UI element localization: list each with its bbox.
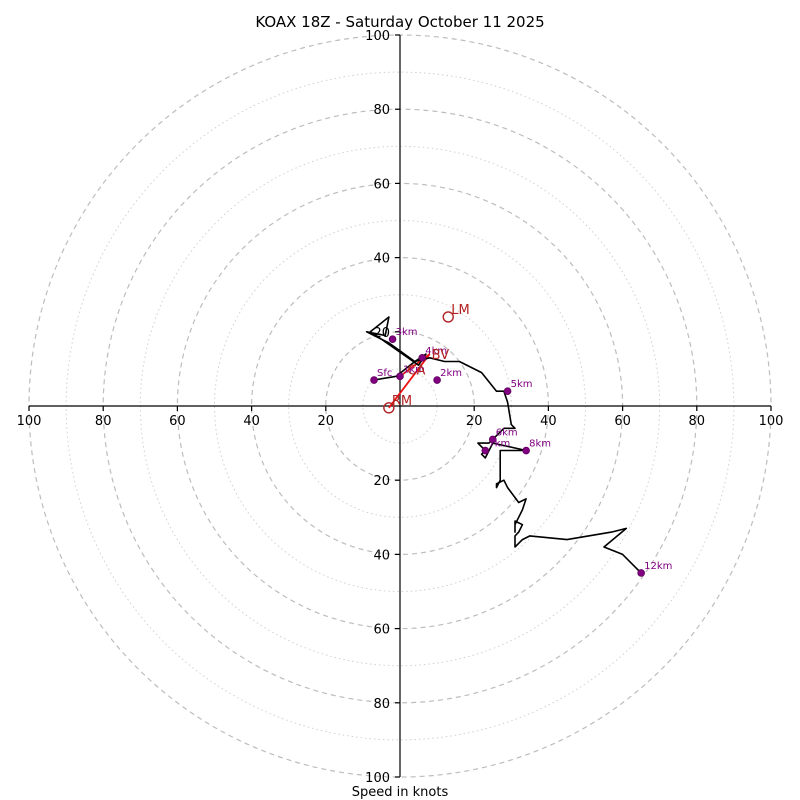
tick-label-left-80: 80 — [95, 414, 112, 429]
height-marker-5km — [503, 387, 512, 395]
height-marker-4km — [418, 353, 427, 362]
storm-motion-label-rm: RM — [392, 394, 412, 409]
tick-label-bottom-80: 80 — [373, 697, 390, 712]
storm-motion-markers: LM RM BV CA — [383, 303, 470, 414]
tick-label-left-40: 40 — [243, 414, 260, 429]
bunkers-vector-label: BV — [432, 348, 450, 363]
hodograph-trace — [365, 316, 642, 574]
tick-label-right-20: 20 — [466, 414, 483, 429]
height-marker-3km — [388, 335, 397, 344]
tick-label-right-60: 60 — [614, 414, 631, 429]
height-label-3km: 3km — [396, 327, 418, 338]
shear-vector-0 — [388, 353, 431, 409]
height-label-2km: 2km — [440, 368, 462, 379]
storm-motion-rm — [383, 402, 395, 414]
hodograph-trace-group — [365, 316, 642, 574]
height-label-6km: 6km — [496, 427, 518, 438]
tick-label-right-80: 80 — [689, 414, 706, 429]
tick-label-top-80: 80 — [373, 103, 390, 118]
height-label-4km: 4km — [425, 346, 447, 357]
height-label-sfc: Sfc — [377, 368, 392, 379]
tick-label-right-40: 40 — [540, 414, 557, 429]
tick-label-left-20: 20 — [318, 414, 335, 429]
tick-label-left-60: 60 — [169, 414, 186, 429]
x-axis-label: Speed in knots — [352, 785, 449, 800]
storm-motion-label-lm: LM — [451, 303, 469, 318]
tick-label-top-40: 40 — [373, 252, 390, 267]
tick-label-bottom-40: 40 — [373, 548, 390, 563]
height-label-8km: 8km — [529, 439, 551, 450]
height-marker-7km — [481, 446, 490, 455]
tick-label-bottom-100: 100 — [365, 771, 390, 786]
height-marker-2km — [433, 376, 441, 384]
height-marker-sfc — [370, 376, 378, 384]
height-marker-6km — [488, 435, 497, 444]
tick-label-bottom-60: 60 — [373, 623, 390, 638]
critical-angle-label: CA — [407, 363, 425, 378]
axes — [29, 35, 771, 777]
height-label-7km: 7km — [488, 439, 510, 450]
chart-title: KOAX 18Z - Saturday October 11 2025 — [255, 13, 544, 31]
storm-motion-lm — [442, 311, 454, 323]
height-marker-8km — [522, 446, 530, 455]
tick-label-left-100: 100 — [17, 414, 42, 429]
height-marker-1km — [396, 372, 404, 381]
height-marker-12km — [637, 569, 645, 577]
height-label-1km: 1km — [403, 364, 425, 375]
tick-label-top-100: 100 — [365, 29, 390, 44]
tick-label-right-100: 100 — [759, 414, 784, 429]
height-label-5km: 5km — [511, 379, 533, 390]
tick-label-bottom-20: 20 — [373, 474, 390, 489]
height-label-12km: 12km — [644, 561, 672, 572]
tick-label-top-60: 60 — [373, 177, 390, 192]
